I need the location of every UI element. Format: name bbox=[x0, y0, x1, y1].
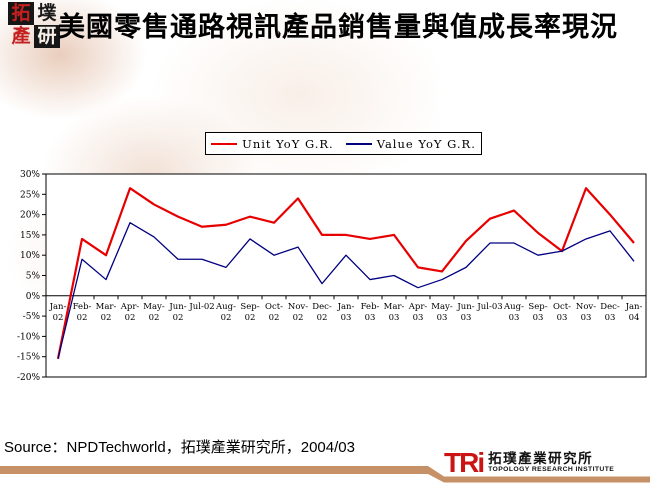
svg-text:-20%: -20% bbox=[17, 373, 40, 383]
legend-label-unit: Unit YoY G.R. bbox=[242, 136, 334, 151]
chart-legend: Unit YoY G.R. Value YoY G.R. bbox=[205, 132, 482, 155]
svg-text:03: 03 bbox=[557, 313, 568, 323]
seal-char-3: 產 bbox=[11, 25, 31, 47]
svg-text:04: 04 bbox=[629, 313, 640, 323]
svg-text:Nov-: Nov- bbox=[576, 302, 596, 312]
svg-text:03: 03 bbox=[605, 313, 616, 323]
svg-text:02: 02 bbox=[125, 313, 136, 323]
svg-text:03: 03 bbox=[413, 313, 424, 323]
tri-chinese-name: 拓璞產業研究所 bbox=[488, 450, 594, 467]
svg-text:Apr-: Apr- bbox=[120, 302, 140, 312]
svg-text:03: 03 bbox=[461, 313, 472, 323]
svg-text:02: 02 bbox=[293, 313, 304, 323]
svg-text:02: 02 bbox=[53, 313, 64, 323]
svg-text:-5%: -5% bbox=[23, 312, 41, 322]
seal-char-2: 墣 bbox=[37, 2, 57, 24]
svg-text:02: 02 bbox=[149, 313, 160, 323]
svg-text:Dec-: Dec- bbox=[312, 302, 332, 312]
svg-text:0%: 0% bbox=[26, 292, 41, 302]
svg-text:Jun-: Jun- bbox=[456, 302, 474, 312]
svg-text:03: 03 bbox=[341, 313, 352, 323]
svg-text:15%: 15% bbox=[20, 231, 40, 241]
svg-text:02: 02 bbox=[173, 313, 184, 323]
svg-text:Aug-: Aug- bbox=[503, 302, 524, 312]
svg-text:Jul-02: Jul-02 bbox=[188, 302, 214, 312]
page-title: 美國零售通路視訊產品銷售量與值成長率現況 bbox=[58, 12, 618, 43]
svg-text:Jan-: Jan- bbox=[625, 302, 643, 312]
svg-text:Feb-: Feb- bbox=[361, 302, 380, 312]
svg-text:Oct-: Oct- bbox=[265, 302, 283, 312]
svg-text:Jan-: Jan- bbox=[337, 302, 355, 312]
svg-text:03: 03 bbox=[365, 313, 376, 323]
tri-english-name: TOPOLOGY RESEARCH INSTITUTE bbox=[488, 466, 615, 474]
svg-text:Mar-: Mar- bbox=[96, 302, 117, 312]
footer-bar-shape bbox=[0, 466, 650, 483]
legend-item-value: Value YoY G.R. bbox=[345, 136, 476, 151]
svg-text:03: 03 bbox=[581, 313, 592, 323]
svg-text:Jun-: Jun- bbox=[168, 302, 186, 312]
svg-text:Sep-: Sep- bbox=[528, 302, 547, 312]
value-series-line-icon bbox=[345, 142, 372, 145]
svg-text:Feb-: Feb- bbox=[73, 302, 92, 312]
svg-text:Oct-: Oct- bbox=[553, 302, 571, 312]
svg-text:20%: 20% bbox=[20, 211, 40, 221]
svg-text:03: 03 bbox=[533, 313, 544, 323]
svg-text:5%: 5% bbox=[26, 272, 41, 282]
svg-text:03: 03 bbox=[437, 313, 448, 323]
svg-text:Mar-: Mar- bbox=[384, 302, 405, 312]
seal-char-1: 拓 bbox=[8, 2, 34, 25]
svg-text:30%: 30% bbox=[20, 170, 40, 180]
svg-text:Nov-: Nov- bbox=[288, 302, 308, 312]
svg-text:02: 02 bbox=[101, 313, 112, 323]
svg-text:Jul-03: Jul-03 bbox=[476, 302, 502, 312]
tri-acronym: TRi bbox=[444, 447, 485, 478]
svg-text:02: 02 bbox=[77, 313, 88, 323]
svg-text:02: 02 bbox=[317, 313, 328, 323]
tri-wordmark-logo: TRi 拓璞產業研究所 TOPOLOGY RESEARCH INSTITUTE bbox=[444, 447, 615, 478]
svg-text:May-: May- bbox=[143, 302, 165, 312]
svg-text:03: 03 bbox=[389, 313, 400, 323]
svg-text:10%: 10% bbox=[20, 251, 40, 261]
svg-text:Sep-: Sep- bbox=[240, 302, 259, 312]
legend-label-value: Value YoY G.R. bbox=[376, 136, 476, 151]
svg-text:-15%: -15% bbox=[17, 353, 40, 363]
svg-text:Dec-: Dec- bbox=[600, 302, 620, 312]
unit-series-line-icon bbox=[211, 142, 238, 145]
svg-text:02: 02 bbox=[269, 313, 280, 323]
source-note: Source：NPDTechworld，拓璞產業研究所，2004/03 bbox=[4, 439, 355, 456]
svg-text:Jan-: Jan- bbox=[49, 302, 67, 312]
svg-text:-10%: -10% bbox=[17, 332, 40, 342]
seal-char-4: 研 bbox=[34, 25, 60, 48]
svg-text:May-: May- bbox=[431, 302, 453, 312]
legend-item-unit: Unit YoY G.R. bbox=[211, 137, 334, 151]
svg-text:25%: 25% bbox=[20, 190, 40, 200]
svg-text:Apr-: Apr- bbox=[408, 302, 428, 312]
svg-text:03: 03 bbox=[509, 313, 520, 323]
tri-seal-icon: 拓 墣 產 研 bbox=[8, 2, 60, 48]
svg-text:Aug-: Aug- bbox=[215, 302, 236, 312]
svg-text:02: 02 bbox=[245, 313, 256, 323]
svg-text:02: 02 bbox=[221, 313, 232, 323]
